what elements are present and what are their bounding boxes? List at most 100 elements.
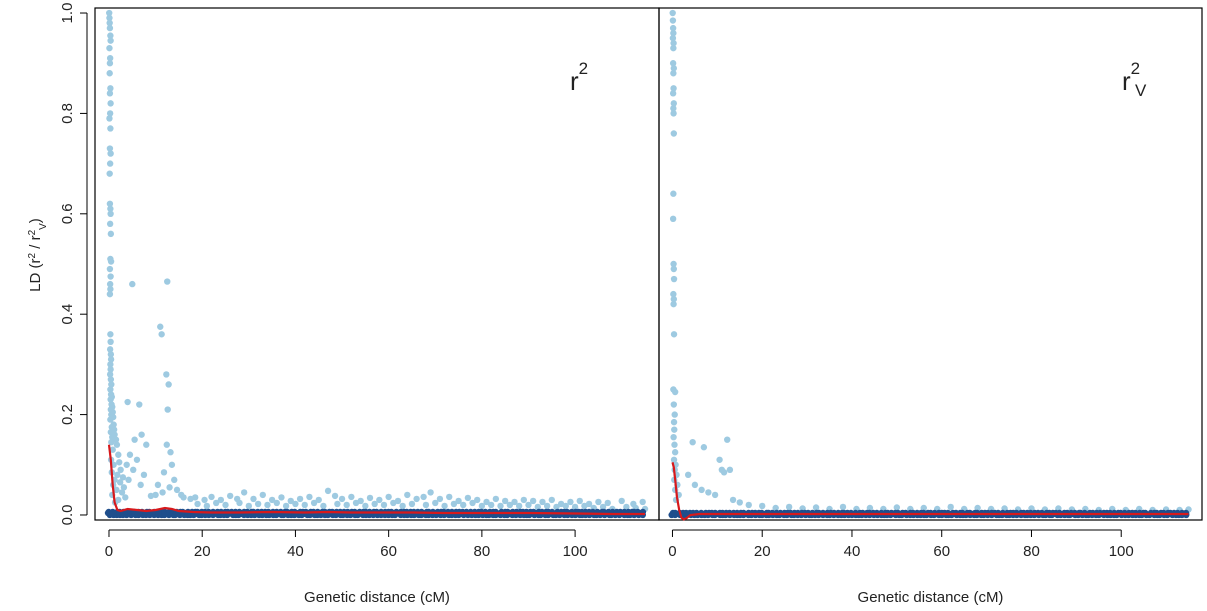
ld-point-high [745,501,752,509]
x-tick-label: 80 [1023,543,1040,560]
ld-point-high [380,501,388,509]
x-axis-label: Genetic distance (cM) [304,589,450,606]
x-tick-label: 0 [105,543,113,560]
ld-point-high [450,500,458,508]
ld-point-high [548,496,555,504]
ld-point-high [106,115,113,122]
ld-point-high [106,19,113,27]
ld-point-high [157,323,164,330]
ld-point-high [107,210,114,218]
ld-point-high [240,489,248,496]
ld-point-high [107,85,114,92]
ld-point-high [116,479,124,486]
ld-point-high [287,497,294,505]
ld-point-high [671,411,678,418]
ld-point-high [171,476,178,484]
ld-point-high [670,110,677,117]
ld-point-high [543,502,551,510]
ld-point-high [165,381,172,388]
ld-point-high [106,70,113,77]
ld-point-high [432,499,439,507]
ld-point-high [133,456,141,463]
ld-point-high [106,110,114,117]
ld-point-high [107,285,114,293]
ld-point-high [669,215,677,223]
ld-point-high [670,29,677,37]
ld-point-high [720,469,728,476]
ld-point-high [483,498,490,506]
ld-point-high [106,44,113,52]
y-tick-label: 0.0 [59,505,76,526]
ld-point-high [436,495,444,503]
ld-point-high [334,500,341,508]
ld-point-high [671,426,678,433]
ld-point-high [478,502,486,510]
y-tick-label: 1.0 [59,3,76,24]
ld-point-high [107,37,114,44]
ld-point-high [109,446,116,453]
x-tick-label: 40 [287,543,304,560]
ld-point-high [159,489,166,496]
ld-point-high [539,498,546,506]
ld-point-high [107,416,114,423]
trend-line [671,462,1189,521]
ld-point-high [122,494,129,501]
ld-point-high [534,503,542,511]
ld-point-high [201,496,208,504]
ld-point-high [670,433,677,441]
ld-point-high [203,502,211,510]
ld-point-high [107,100,114,107]
ld-point-high [320,502,327,510]
ld-point-high [118,489,126,496]
ld-point-high [301,501,308,509]
ld-point-high [254,500,262,508]
ld-point-high [278,494,285,501]
ld-point-high [282,502,290,510]
ld-point-high [376,496,383,504]
ld-point-high [669,24,677,32]
ld-point-high [268,496,276,504]
ld-point-high [404,491,411,499]
ld-point-high [511,498,518,506]
ld-point-high [352,499,360,507]
ld-point-high [259,491,267,499]
ld-point-high [108,438,115,446]
ld-point-high [420,493,427,501]
ld-point-high [736,499,743,506]
ld-point-high [106,160,114,167]
ld-point-high [324,487,332,495]
ld-point-high [669,17,677,24]
y-axis-label: LD (r2 / r2V) [27,218,49,292]
ld-point-high [670,331,678,338]
ld-point-high [107,150,114,157]
ld-point-high [158,331,165,338]
ld-point-high [408,500,416,508]
ld-point-high [669,60,677,67]
ld-point-high [106,280,114,288]
ld-point-high [492,495,500,503]
ld-point-high [772,504,779,512]
ld-point-high [236,499,243,507]
ld-point-high [525,501,532,509]
ld-point-high [670,100,678,107]
ld-point-high [893,504,901,511]
ld-point-high [700,444,708,451]
ld-point-high [670,290,677,298]
panel-rv2: 0 20 40 60 80 100 Genetic distance (cM) r2 V [658,7,1203,606]
ld-point-high [107,351,115,358]
ld-point-high [671,441,678,448]
ld-point-high [166,484,173,491]
ld-point-high [670,295,678,303]
y-tick-label: 0.6 [59,203,76,224]
ld-point-high [785,503,793,511]
ld-point-high [670,44,677,52]
ld-point-high [106,24,114,32]
ld-point-high [173,486,181,494]
ld-point-high [163,441,170,448]
ld-point-high [115,451,122,458]
ld-point-high [716,456,723,463]
ld-point-high [669,9,676,17]
ld-point-high [670,418,678,426]
ld-point-high [639,498,646,506]
